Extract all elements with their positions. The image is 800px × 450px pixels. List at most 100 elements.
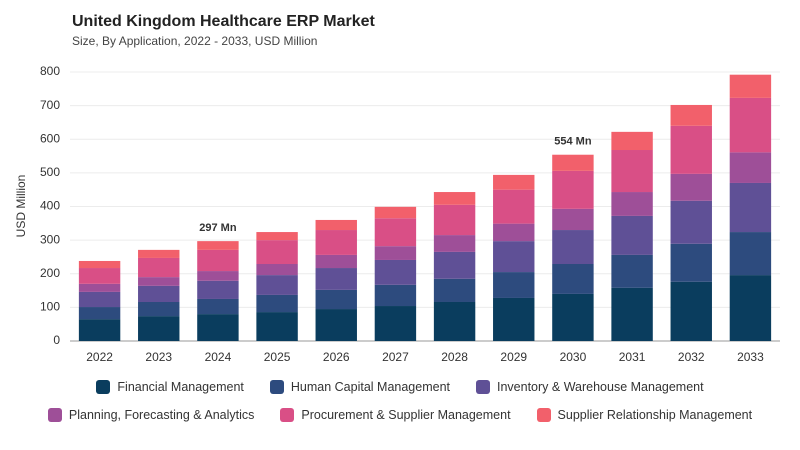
- bar-segment: [433, 204, 476, 236]
- legend-item: Human Capital Management: [269, 380, 450, 394]
- legend-item: Supplier Relationship Management: [536, 408, 753, 422]
- bar-segment: [493, 223, 535, 242]
- y-tick-label: 700: [40, 98, 60, 112]
- bar-segment: [670, 173, 712, 201]
- legend-item: Procurement & Supplier Management: [280, 408, 511, 422]
- x-tick-label: 2023: [145, 350, 172, 364]
- bar-segment: [670, 281, 712, 341]
- x-tick-label: 2026: [323, 350, 350, 364]
- bar-segment: [256, 240, 298, 264]
- x-tick-label: 2030: [560, 350, 587, 364]
- y-tick-label: 500: [40, 165, 60, 179]
- legend-item: Planning, Forecasting & Analytics: [47, 408, 255, 422]
- annotation: 297 Mn: [199, 222, 237, 234]
- y-tick-label: 100: [40, 300, 60, 314]
- legend-label: Planning, Forecasting & Analytics: [68, 408, 255, 422]
- bar-segment: [197, 280, 239, 299]
- bar-segment: [729, 232, 772, 276]
- x-tick-label: 2025: [264, 350, 291, 364]
- bar-segment: [493, 297, 535, 341]
- bar-segment: [197, 249, 239, 272]
- x-tick-label: 2032: [678, 350, 705, 364]
- bar-segment: [374, 246, 417, 260]
- y-tick-label: 0: [53, 333, 60, 347]
- bar-segment: [552, 154, 594, 171]
- chart-title: United Kingdom Healthcare ERP Market: [72, 13, 376, 30]
- bar-segment: [552, 230, 594, 264]
- bar-segment: [138, 285, 180, 302]
- bar-segment: [138, 316, 180, 341]
- bar-segment: [138, 277, 180, 286]
- legend-swatch: [476, 380, 490, 394]
- y-tick-label: 600: [40, 131, 60, 145]
- bar-segment: [493, 241, 535, 273]
- x-tick-label: 2031: [619, 350, 646, 364]
- legend-row: Planning, Forecasting & Analytics Procure…: [0, 408, 800, 422]
- bar-segment: [197, 241, 239, 250]
- bar-segment: [315, 230, 357, 255]
- bar-segment: [433, 278, 476, 302]
- legend-row: Financial Management Human Capital Manage…: [0, 380, 800, 394]
- bar-segment: [729, 97, 772, 153]
- x-tick-label: 2027: [382, 350, 409, 364]
- bar-segment: [374, 259, 417, 285]
- bar-segment: [433, 301, 476, 341]
- legend-swatch: [280, 408, 295, 422]
- bar-segment: [78, 307, 121, 320]
- x-tick-label: 2033: [737, 350, 764, 364]
- bar-segment: [138, 249, 180, 258]
- x-tick-label: 2029: [500, 350, 527, 364]
- y-tick-label: 300: [40, 232, 60, 246]
- bar-segment: [78, 291, 121, 308]
- legend-label: Supplier Relationship Management: [557, 408, 753, 422]
- bar-segment: [315, 289, 357, 310]
- bar-segment: [78, 268, 121, 284]
- legend: Financial Management Human Capital Manage…: [0, 380, 800, 436]
- y-tick-label: 200: [40, 266, 60, 280]
- x-tick-label: 2024: [205, 350, 232, 364]
- bar-segment: [78, 260, 121, 269]
- legend-swatch: [269, 380, 284, 394]
- bar-segment: [197, 314, 239, 341]
- bar-segment: [433, 251, 476, 279]
- x-tick-label: 2028: [441, 350, 468, 364]
- bar-segment: [256, 312, 298, 341]
- bar-segment: [611, 192, 653, 216]
- annotation: 554 Mn: [554, 136, 592, 148]
- bar-segment: [729, 275, 772, 341]
- bar-segment: [493, 272, 535, 298]
- bar-segment: [729, 182, 772, 233]
- legend-swatch: [536, 408, 551, 422]
- bar-segment: [729, 74, 772, 98]
- bar-segment: [670, 125, 712, 174]
- bar-segment: [78, 319, 121, 341]
- legend-item: Financial Management: [96, 380, 244, 394]
- bar-segment: [670, 104, 712, 126]
- legend-label: Inventory & Warehouse Management: [497, 380, 704, 394]
- bar-segment: [670, 200, 712, 244]
- bar-segment: [315, 268, 357, 290]
- bar-segment: [552, 170, 594, 209]
- bar-segment: [611, 215, 653, 255]
- bar-segment: [670, 243, 712, 282]
- legend-swatch: [47, 408, 62, 422]
- bar-segment: [433, 235, 476, 252]
- bar-segment: [197, 298, 239, 315]
- bar-segment: [78, 283, 121, 292]
- bar-segment: [197, 271, 239, 281]
- bar-segment: [493, 189, 535, 224]
- y-tick-label: 400: [40, 199, 60, 213]
- bar-segment: [374, 284, 417, 307]
- bar-segment: [374, 306, 417, 341]
- legend-item: Inventory & Warehouse Management: [476, 380, 704, 394]
- bar-segment: [552, 293, 594, 341]
- bar-segment: [256, 232, 298, 241]
- bar-segment: [611, 150, 653, 193]
- bar-segment: [374, 218, 417, 247]
- bar-segment: [611, 287, 653, 341]
- bar-segment: [433, 192, 476, 205]
- legend-swatch: [96, 380, 111, 394]
- bar-segment: [552, 263, 594, 294]
- bar-segment: [493, 174, 535, 190]
- bar-segment: [315, 254, 357, 269]
